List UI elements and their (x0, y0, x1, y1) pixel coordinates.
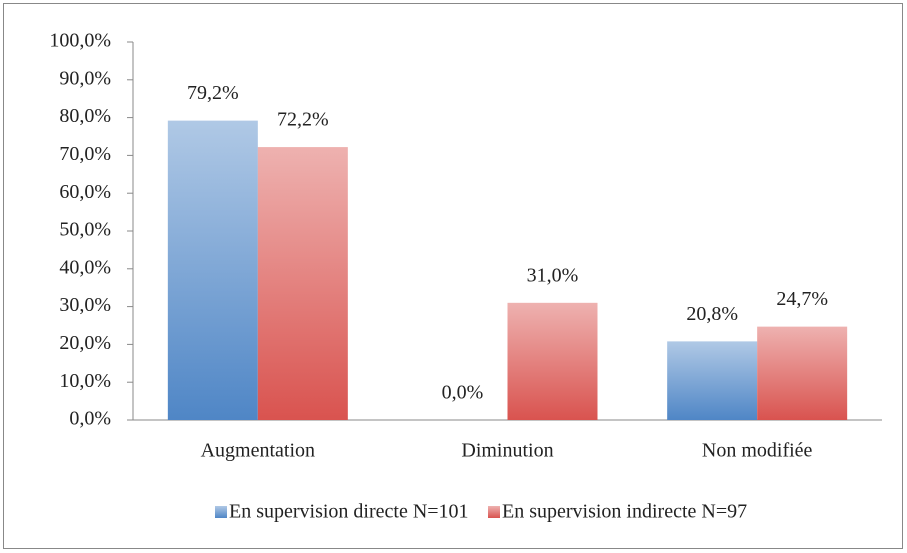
y-tick-label: 30,0% (59, 294, 111, 316)
bar (257, 147, 348, 421)
bar (167, 120, 258, 421)
data-label: 72,2% (277, 109, 329, 131)
legend-label: En supervision directe N=101 (229, 501, 469, 523)
data-label: 20,8% (686, 303, 738, 325)
data-label: 31,0% (527, 264, 579, 286)
bar (667, 341, 758, 420)
y-tick-label: 70,0% (59, 143, 111, 165)
x-tick-label: Diminution (461, 440, 553, 462)
legend-swatch (488, 506, 500, 518)
x-tick-label: Non modifiée (702, 440, 813, 462)
legend-label: En supervision indirecte N=97 (502, 501, 747, 523)
y-tick-label: 20,0% (59, 332, 111, 354)
bar (507, 302, 598, 420)
y-tick-label: 50,0% (59, 219, 111, 241)
y-tick-label: 90,0% (59, 67, 111, 89)
x-tick-label: Augmentation (201, 440, 315, 462)
y-tick-label: 100,0% (49, 30, 111, 52)
y-tick-label: 40,0% (59, 256, 111, 278)
data-label: 24,7% (776, 288, 828, 310)
bar (757, 326, 848, 420)
data-label: 79,2% (187, 82, 239, 104)
y-tick-label: 10,0% (59, 370, 111, 392)
data-label: 0,0% (442, 382, 484, 404)
chart-frame (3, 3, 903, 549)
legend-swatch (215, 506, 227, 518)
y-tick-label: 60,0% (59, 181, 111, 203)
y-tick-label: 80,0% (59, 105, 111, 127)
y-tick-label: 0,0% (69, 408, 111, 430)
